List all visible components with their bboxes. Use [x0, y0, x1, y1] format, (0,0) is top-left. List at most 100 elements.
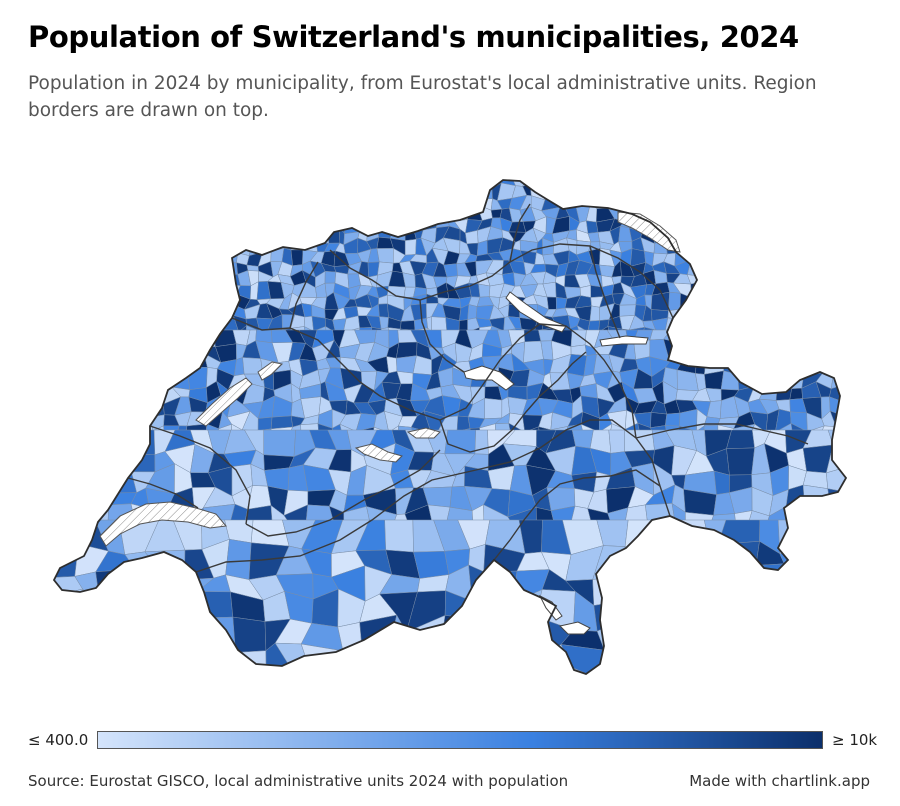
municipality-area: [708, 272, 725, 287]
municipality-area: [830, 371, 846, 390]
municipality-area: [758, 354, 784, 376]
municipality-area: [807, 295, 821, 308]
municipality-area: [358, 183, 372, 199]
municipality-area: [651, 183, 670, 201]
municipality-area: [181, 283, 197, 299]
municipality-area: [639, 652, 678, 674]
municipality-area: [94, 314, 103, 329]
municipality-area: [673, 569, 695, 608]
municipality-area: [744, 229, 756, 245]
municipality-area: [79, 341, 91, 359]
municipality-area: [445, 197, 458, 206]
municipality-area: [54, 249, 64, 267]
municipality-area: [730, 281, 743, 295]
municipality-area: [179, 641, 209, 674]
municipality-area: [290, 249, 304, 266]
region-border: [439, 395, 541, 453]
municipality-area: [794, 315, 810, 334]
municipality-area: [454, 180, 471, 191]
municipality-area: [721, 251, 736, 267]
municipality-area: [62, 396, 79, 419]
municipality-area: [215, 230, 229, 241]
municipality-area: [145, 186, 162, 197]
lake-zurich: [505, 291, 567, 333]
municipality-area: [54, 354, 69, 377]
municipality-area: [564, 185, 582, 200]
municipality-area: [111, 443, 132, 473]
municipality-area: [203, 195, 219, 212]
municipality-area: [161, 305, 171, 322]
municipality-area: [754, 284, 765, 294]
municipality-area: [158, 319, 171, 332]
municipality-area: [222, 205, 237, 221]
municipality-area: [54, 317, 59, 333]
municipality-area: [723, 591, 760, 628]
municipality-area: [184, 272, 196, 285]
municipality-area: [191, 215, 208, 234]
municipality-area: [718, 304, 734, 319]
municipality-area: [843, 376, 846, 391]
municipality-area: [159, 186, 175, 197]
municipality-area: [720, 281, 732, 297]
municipality-area: [639, 207, 658, 217]
municipality-area: [688, 344, 707, 359]
municipality-area: [718, 294, 734, 306]
municipality-area: [433, 197, 451, 206]
municipality-area: [91, 270, 108, 287]
municipality-area: [687, 183, 700, 202]
municipality-area: [854, 239, 865, 250]
municipality-area: [379, 316, 389, 330]
municipality-area: [194, 238, 209, 253]
municipality-area: [410, 679, 448, 702]
municipality-area: [182, 195, 197, 209]
municipality-area: [111, 214, 127, 230]
municipality-area: [731, 226, 747, 245]
municipality-area: [65, 382, 78, 404]
municipality-area: [626, 646, 657, 674]
municipality-area: [744, 220, 759, 234]
municipality-area: [647, 569, 683, 607]
municipality-area: [751, 326, 769, 341]
municipality-area: [716, 565, 760, 594]
municipality-area: [600, 184, 609, 199]
municipality-area: [796, 672, 838, 674]
municipality-area: [833, 227, 844, 245]
municipality-area: [717, 195, 732, 211]
municipality-area: [850, 318, 864, 332]
municipality-area: [586, 180, 601, 190]
municipality-area: [764, 248, 778, 264]
municipality-area: [647, 616, 677, 655]
municipality-area: [739, 308, 754, 319]
municipality-area: [845, 344, 846, 359]
region-border: [127, 477, 199, 509]
municipality-area: [630, 192, 645, 210]
municipality-area: [771, 297, 786, 310]
municipality-area: [793, 327, 811, 341]
municipality-area: [646, 180, 656, 190]
municipality-area: [546, 296, 557, 310]
municipality-area: [853, 259, 864, 277]
municipality-area: [523, 329, 542, 343]
municipality-area: [102, 385, 124, 401]
municipality-area: [189, 195, 207, 209]
municipality-area: [684, 328, 701, 341]
municipality-area: [69, 296, 87, 310]
municipality-area: [126, 272, 140, 288]
municipality-area: [179, 671, 209, 674]
municipality-area: [668, 197, 676, 211]
municipality-area: [806, 180, 823, 187]
municipality-area: [144, 318, 163, 327]
municipality-area: [850, 284, 865, 297]
municipality-area: [380, 648, 421, 674]
municipality-area: [116, 250, 127, 262]
municipality-area: [707, 183, 719, 197]
municipality-area: [147, 215, 161, 233]
municipality-area: [827, 314, 846, 333]
municipality-area: [413, 180, 422, 189]
municipality-area: [100, 329, 119, 349]
municipality-area: [112, 316, 129, 332]
municipality-area: [141, 324, 152, 341]
municipality-area: [169, 283, 186, 299]
municipality-area: [199, 238, 217, 253]
municipality-area: [854, 175, 865, 187]
